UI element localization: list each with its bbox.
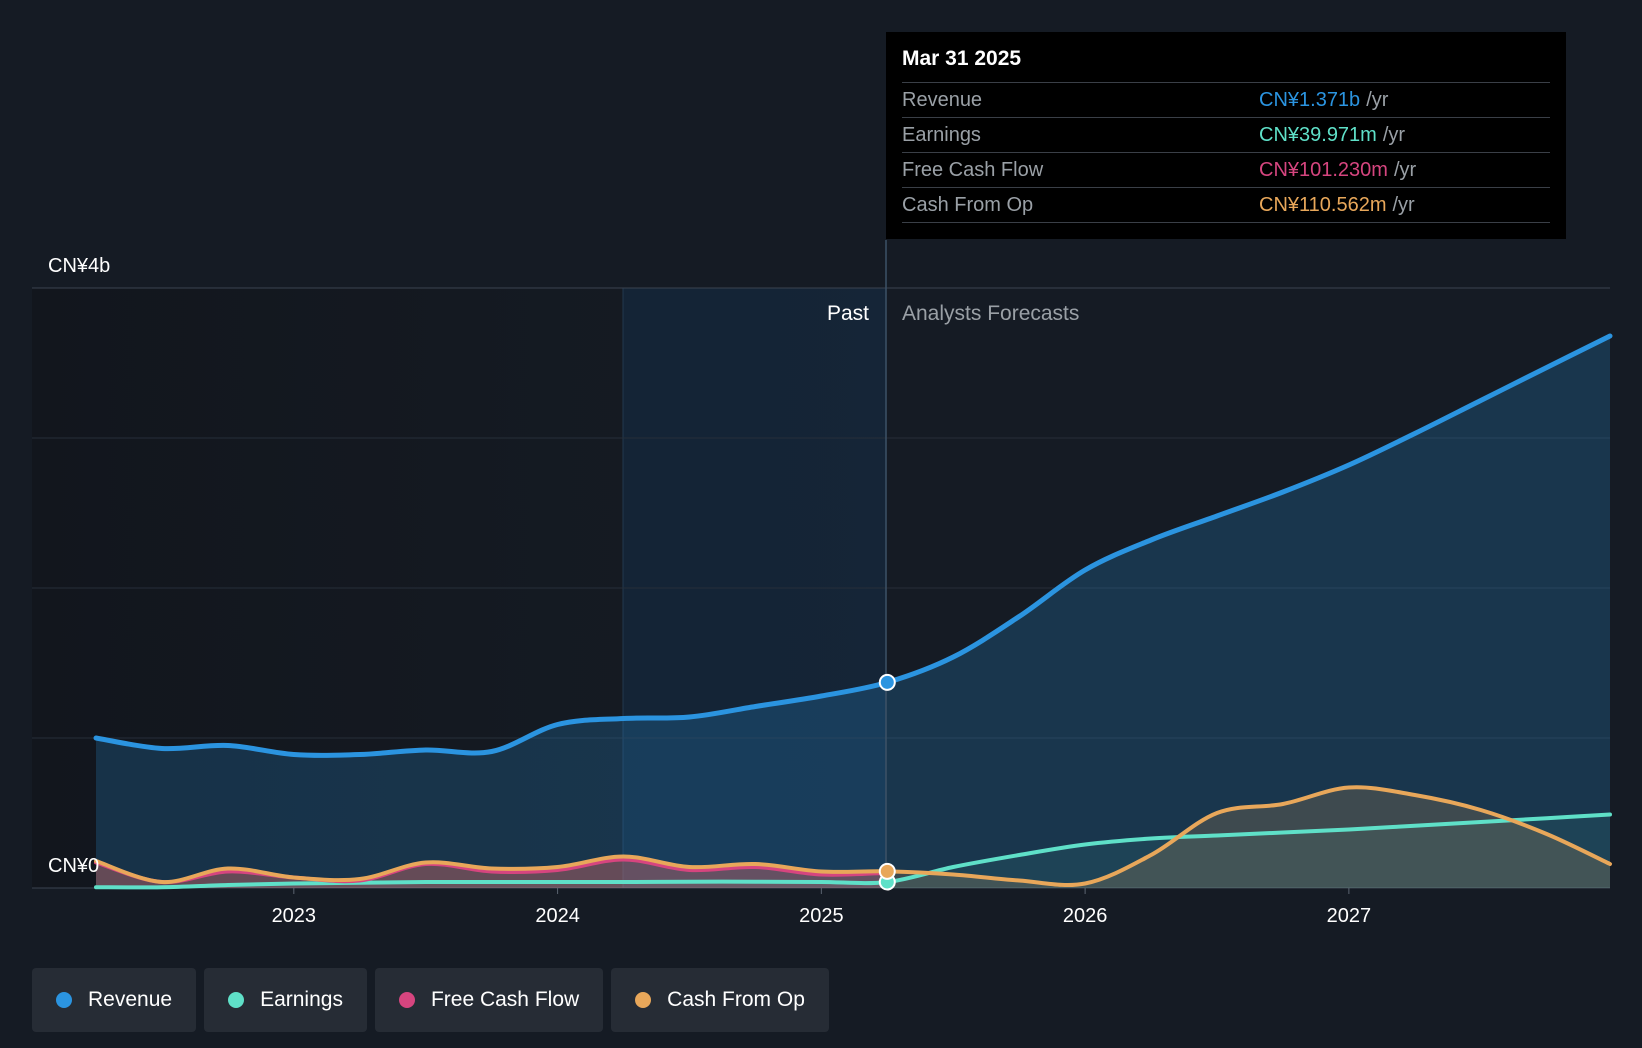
tooltip-unit: /yr: [1393, 159, 1417, 181]
tooltip-unit: /yr: [1382, 124, 1406, 146]
cash-from-op-line: [94, 785, 1612, 888]
tooltip-label: Revenue: [902, 89, 983, 111]
legend-item-earnings[interactable]: Earnings: [204, 968, 367, 1032]
tooltip-value: CN¥110.562m: [1259, 194, 1387, 216]
x-tick-label: 2024: [535, 905, 580, 927]
series-lines: [93, 333, 1613, 890]
tooltip-date: Mar 31 2025: [902, 46, 1550, 83]
revenue-line: [93, 333, 1613, 758]
tooltip-value: CN¥101.230m: [1259, 159, 1388, 181]
cash-from-op-area: [96, 787, 1610, 888]
tooltip-label: Earnings: [902, 124, 981, 146]
past-label: Past: [827, 302, 869, 325]
y-label-top: CN¥4b: [48, 255, 110, 277]
legend-label: Earnings: [260, 988, 343, 1011]
x-tick-label: 2025: [799, 905, 844, 927]
legend-item-free-cash-flow[interactable]: Free Cash Flow: [374, 968, 604, 1032]
cash-from-op-marker: [878, 862, 896, 880]
earnings-area: [96, 814, 1610, 888]
earnings-dot-icon: [228, 992, 245, 1008]
legend: Revenue Earnings Free Cash Flow Cash Fro…: [32, 968, 829, 1032]
free-cash-flow-line: [94, 857, 890, 885]
free-cash-flow-dot-icon: [398, 992, 415, 1008]
x-tick-label: 2027: [1327, 905, 1372, 927]
legend-label: Cash From Op: [667, 988, 805, 1011]
revenue-area: [96, 336, 1610, 888]
tooltip-unit: /yr: [1366, 89, 1389, 111]
tooltip-value: CN¥39.971m: [1259, 124, 1377, 146]
legend-label: Revenue: [88, 988, 173, 1011]
x-tick-label: 2023: [272, 905, 317, 927]
gridlines: [32, 287, 1610, 889]
forecast-label: Analysts Forecasts: [902, 302, 1079, 325]
tooltip-row-earnings: Earnings CN¥39.971m /yr: [902, 118, 1550, 153]
tooltip-row-free-cash-flow: Free Cash Flow CN¥101.230m /yr: [902, 153, 1550, 188]
legend-label: Free Cash Flow: [430, 988, 580, 1011]
x-axis: 2023 2024 2025 2026 2027: [272, 888, 1372, 927]
legend-item-revenue[interactable]: Revenue: [32, 968, 197, 1032]
legend-item-cash-from-op[interactable]: Cash From Op: [611, 968, 829, 1032]
hover-markers: [878, 673, 896, 891]
revenue-dot-icon: [56, 992, 72, 1008]
tooltip-label: Cash From Op: [902, 194, 1034, 216]
cash-from-op-dot-icon: [635, 992, 652, 1008]
x-tick-label: 2026: [1063, 905, 1108, 927]
tooltip-value: CN¥1.371b: [1259, 89, 1361, 111]
tooltip-row-cash-from-op: Cash From Op CN¥110.562m /yr: [902, 188, 1550, 223]
tooltip-row-revenue: Revenue CN¥1.371b /yr: [902, 83, 1550, 118]
y-label-bottom: CN¥0: [48, 855, 99, 877]
tooltip-unit: /yr: [1392, 194, 1415, 216]
tooltip: Mar 31 2025 Revenue CN¥1.371b /yr Earnin…: [886, 32, 1566, 239]
revenue-marker: [878, 673, 896, 691]
tooltip-label: Free Cash Flow: [902, 159, 1044, 181]
